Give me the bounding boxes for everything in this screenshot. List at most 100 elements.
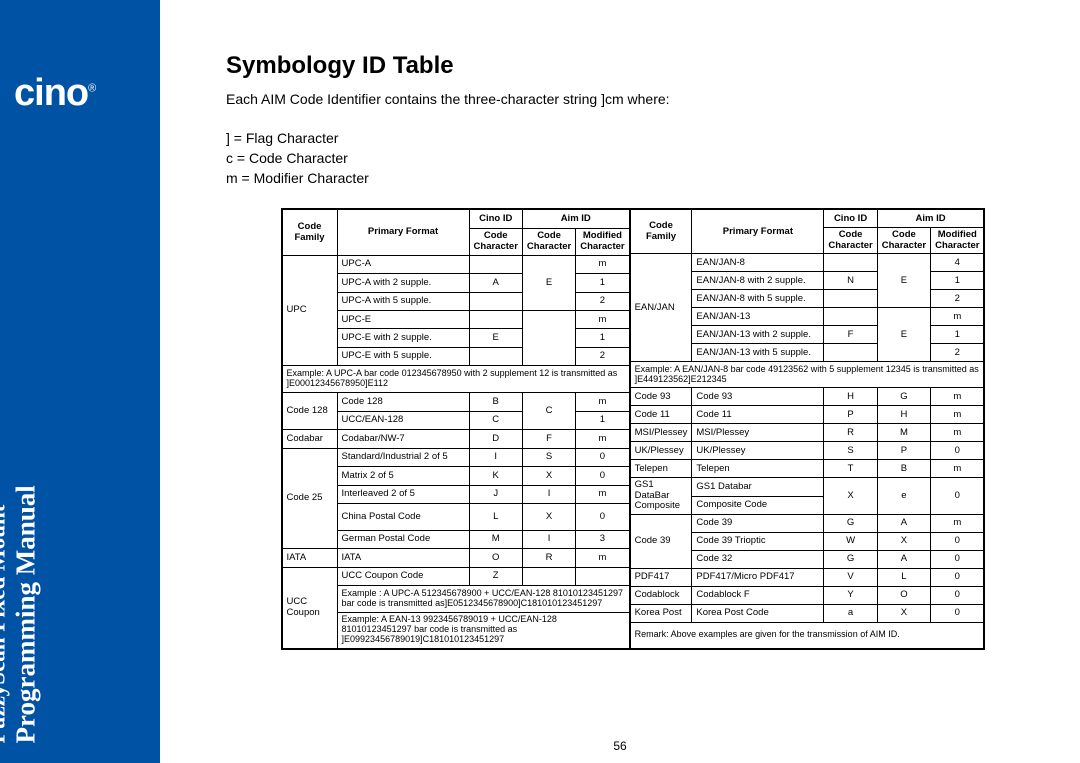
cell: m: [576, 430, 629, 448]
fam-gs1: GS1 DataBar Composite: [630, 478, 692, 514]
fam-ucc: UCC Coupon: [282, 567, 337, 648]
cell: [522, 567, 575, 585]
hdr-aim-id-r: Aim ID: [877, 210, 984, 228]
fam-code11: Code 11: [630, 406, 692, 424]
cell: UK/Plessey: [692, 442, 824, 460]
cell: 1: [576, 411, 629, 429]
cell: X: [824, 478, 877, 514]
fam-code39: Code 39: [630, 514, 692, 568]
cell: 1: [576, 329, 629, 347]
cell: IATA: [337, 549, 469, 567]
cell: GS1 Databar: [692, 478, 824, 496]
cell: 2: [931, 344, 984, 362]
cell: E: [877, 254, 930, 308]
cell: UPC-E with 2 supple.: [337, 329, 469, 347]
hdr-cino-id: Cino ID: [469, 210, 522, 228]
cell: MSI/Plessey: [692, 424, 824, 442]
page-title: Symbology ID Table: [226, 52, 1040, 80]
cell: 0: [931, 478, 984, 514]
brand-logo: cino®: [14, 72, 95, 115]
cell: [824, 344, 877, 362]
cell: Matrix 2 of 5: [337, 467, 469, 485]
legend-3: m = Modifier Character: [226, 168, 1040, 188]
cell: Telepen: [692, 460, 824, 478]
cell: Code 128: [337, 393, 469, 411]
cell: 0: [931, 604, 984, 622]
hdr-primary-format: Primary Format: [337, 210, 469, 255]
cell: M: [469, 530, 522, 548]
hdr-mod-char: Modified Character: [576, 228, 629, 255]
cell: [824, 290, 877, 308]
hdr-cino-id-r: Cino ID: [824, 210, 877, 228]
cell: [469, 311, 522, 329]
cell: [576, 567, 629, 585]
fam-iata: IATA: [282, 549, 337, 567]
hdr-primary-format-r: Primary Format: [692, 210, 824, 254]
cell: M: [877, 424, 930, 442]
cell: EAN/JAN-8 with 5 supple.: [692, 290, 824, 308]
cell: 0: [931, 532, 984, 550]
cell: UPC-A with 2 supple.: [337, 274, 469, 292]
example-r1: Example: A EAN/JAN-8 bar code 49123562 w…: [630, 362, 984, 388]
cell: Code 93: [692, 388, 824, 406]
cell: Korea Post Code: [692, 604, 824, 622]
cell: B: [469, 393, 522, 411]
hdr-code-char2: Code Character: [522, 228, 575, 255]
cell: A: [877, 550, 930, 568]
fam-code128: Code 128: [282, 393, 337, 430]
cell: m: [931, 406, 984, 424]
cell: F: [824, 326, 877, 344]
cell: I: [522, 530, 575, 548]
cell: Standard/Industrial 2 of 5: [337, 448, 469, 466]
cell: m: [576, 255, 629, 273]
fam-uk: UK/Plessey: [630, 442, 692, 460]
cell: 2: [931, 290, 984, 308]
hdr-code-family-r: Code Family: [630, 210, 692, 254]
cell: China Postal Code: [337, 504, 469, 531]
cell: P: [824, 406, 877, 424]
right-table: Code Family Primary Format Cino ID Aim I…: [630, 209, 985, 648]
cell: X: [522, 504, 575, 531]
sidebar: cino® FuzzyScan Fixed Mount Programming …: [0, 0, 160, 763]
hdr-code-char-r: Code Character: [824, 228, 877, 254]
sidebar-line2: Programming Manual: [11, 485, 42, 743]
cell: Interleaved 2 of 5: [337, 485, 469, 503]
legend: ] = Flag Character c = Code Character m …: [226, 128, 1040, 189]
sidebar-line1: FuzzyScan Fixed Mount: [0, 485, 11, 743]
cell: UPC-A with 5 supple.: [337, 292, 469, 310]
cell: F: [522, 430, 575, 448]
cell: H: [877, 406, 930, 424]
fam-pdf417: PDF417: [630, 568, 692, 586]
cell: C: [469, 411, 522, 429]
cell: G: [824, 550, 877, 568]
cell: PDF417/Micro PDF417: [692, 568, 824, 586]
fam-code25: Code 25: [282, 448, 337, 549]
cell: 2: [576, 347, 629, 365]
remark: Remark: Above examples are given for the…: [630, 622, 984, 648]
cell: 0: [931, 550, 984, 568]
fam-codablock: Codablock: [630, 586, 692, 604]
cell: O: [877, 586, 930, 604]
cell: S: [522, 448, 575, 466]
cell: R: [824, 424, 877, 442]
legend-1: ] = Flag Character: [226, 128, 1040, 148]
cell: L: [877, 568, 930, 586]
cell: 0: [576, 504, 629, 531]
cell: Y: [824, 586, 877, 604]
cell: [469, 255, 522, 273]
cell: m: [931, 514, 984, 532]
hdr-code-char2-r: Code Character: [877, 228, 930, 254]
cell: 0: [576, 448, 629, 466]
hdr-aim-id: Aim ID: [522, 210, 629, 228]
cell: m: [576, 549, 629, 567]
cell: A: [469, 274, 522, 292]
fam-telepen: Telepen: [630, 460, 692, 478]
fam-codabar: Codabar: [282, 430, 337, 448]
table-wrap: Code Family Primary Format Cino ID Aim I…: [226, 208, 1040, 649]
cell: X: [522, 467, 575, 485]
cell: E: [469, 329, 522, 347]
example-1: Example: A UPC-A bar code 012345678950 w…: [282, 366, 629, 393]
cell: O: [469, 549, 522, 567]
cell: 1: [931, 326, 984, 344]
cell: 0: [576, 467, 629, 485]
